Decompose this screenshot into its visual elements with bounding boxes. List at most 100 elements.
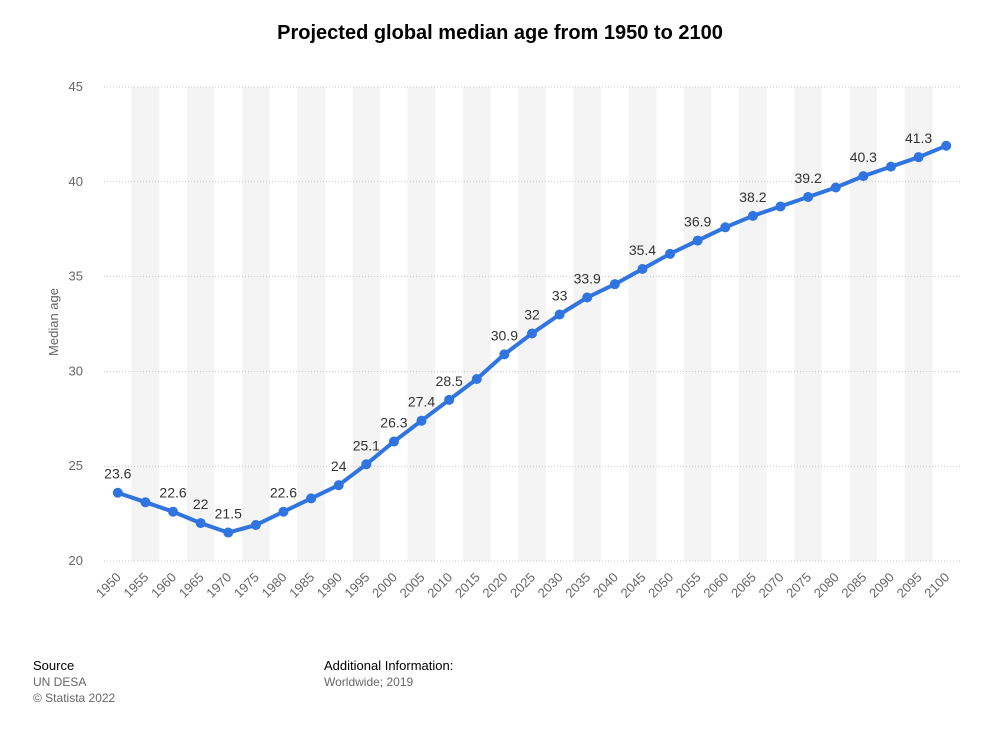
y-tick-35: 35 [69,269,83,284]
data-point-1990 [333,480,344,491]
data-point-2000 [388,436,399,447]
y-tick-25: 25 [69,458,83,473]
data-label-2030: 33 [552,288,568,304]
data-label-2045: 35.4 [629,242,656,258]
data-point-2030 [554,309,565,320]
data-label-2065: 38.2 [739,189,766,205]
data-point-2015 [471,373,482,384]
data-label-2010: 28.5 [436,373,463,389]
band-2015 [462,87,491,561]
band-1995 [352,87,381,561]
data-label-1965: 22 [193,496,209,512]
data-point-1965 [195,518,206,529]
data-point-2045 [637,264,648,275]
x-tick-2085: 2085 [838,570,869,601]
band-2095 [904,87,933,561]
data-point-2100 [941,140,952,151]
data-label-1990: 24 [331,458,347,474]
copyright: © Statista 2022 [33,691,116,705]
data-label-2055: 36.9 [684,214,711,230]
additional-info-heading: Additional Information: [324,658,454,673]
band-2065 [739,87,767,561]
data-point-2075 [803,191,814,202]
x-tick-1970: 1970 [203,570,234,601]
data-label-1950: 23.6 [104,466,131,482]
band-2025 [518,87,546,561]
data-point-2080 [830,182,841,193]
data-point-2010 [444,394,455,405]
data-label-2025: 32 [524,306,540,322]
data-point-2065 [747,210,758,221]
data-point-1985 [306,493,317,504]
x-tick-1990: 1990 [314,570,345,601]
data-point-2020 [499,349,510,360]
data-point-2035 [582,292,593,303]
data-point-1970 [223,527,234,538]
source-name: UN DESA [33,675,87,689]
data-label-2075: 39.2 [795,170,822,186]
additional-info-text: Worldwide; 2019 [324,675,414,689]
x-tick-2005: 2005 [397,570,428,601]
x-tick-2010: 2010 [424,570,455,601]
x-tick-2050: 2050 [645,570,676,601]
x-tick-1965: 1965 [176,570,207,601]
x-tick-2030: 2030 [535,570,566,601]
y-tick-30: 30 [69,363,83,378]
band-2045 [628,87,657,561]
data-point-1950 [112,487,123,498]
x-tick-2035: 2035 [562,570,593,601]
x-tick-2095: 2095 [894,570,925,601]
band-2035 [573,87,602,561]
data-point-1980 [278,506,289,517]
data-point-2060 [720,222,731,233]
y-tick-20: 20 [69,553,83,568]
data-point-1955 [140,497,151,508]
data-label-1980: 22.6 [270,485,297,501]
data-point-1960 [168,506,179,517]
x-tick-2065: 2065 [728,570,759,601]
y-axis-ticks: 20 25 30 35 40 45 [69,79,83,568]
background-bands [131,87,933,561]
data-point-2040 [609,279,620,290]
band-2075 [794,87,822,561]
data-label-1995: 25.1 [353,437,380,453]
x-tick-1975: 1975 [231,570,262,601]
band-2055 [683,87,712,561]
y-axis-label: Median age [46,288,61,356]
x-tick-1985: 1985 [286,570,317,601]
data-label-2005: 27.4 [408,394,435,410]
data-point-2070 [775,201,786,212]
x-tick-2040: 2040 [590,570,621,601]
x-tick-2000: 2000 [369,570,400,601]
data-point-2095 [913,152,924,163]
band-1955 [131,87,160,561]
data-label-2000: 26.3 [380,415,407,431]
x-tick-1995: 1995 [341,570,372,601]
band-1975 [242,87,270,561]
x-tick-2045: 2045 [618,570,649,601]
x-tick-1980: 1980 [259,570,290,601]
x-tick-1955: 1955 [120,570,151,601]
x-tick-2100: 2100 [921,570,952,601]
x-tick-2055: 2055 [673,570,704,601]
chart-title: Projected global median age from 1950 to… [277,22,723,44]
data-label-1960: 22.6 [159,485,186,501]
band-2005 [407,87,436,561]
data-label-2095: 41.3 [905,130,932,146]
additional-info-block: Additional Information: Worldwide; 2019 [324,658,453,690]
y-tick-40: 40 [69,174,83,189]
x-tick-2060: 2060 [700,570,731,601]
x-tick-2075: 2075 [783,570,814,601]
data-point-2005 [416,415,427,426]
source-block: Source UN DESA © Statista 2022 [33,658,115,706]
data-point-1975 [250,519,261,530]
data-points [112,140,952,538]
data-point-2090 [885,161,896,172]
x-axis-ticks: 1950195519601965197019751980198519901995… [93,570,952,601]
data-point-2025 [527,328,537,339]
x-tick-2015: 2015 [452,570,483,601]
y-tick-45: 45 [69,79,83,94]
x-tick-2090: 2090 [866,570,897,601]
data-label-2035: 33.9 [574,270,601,286]
